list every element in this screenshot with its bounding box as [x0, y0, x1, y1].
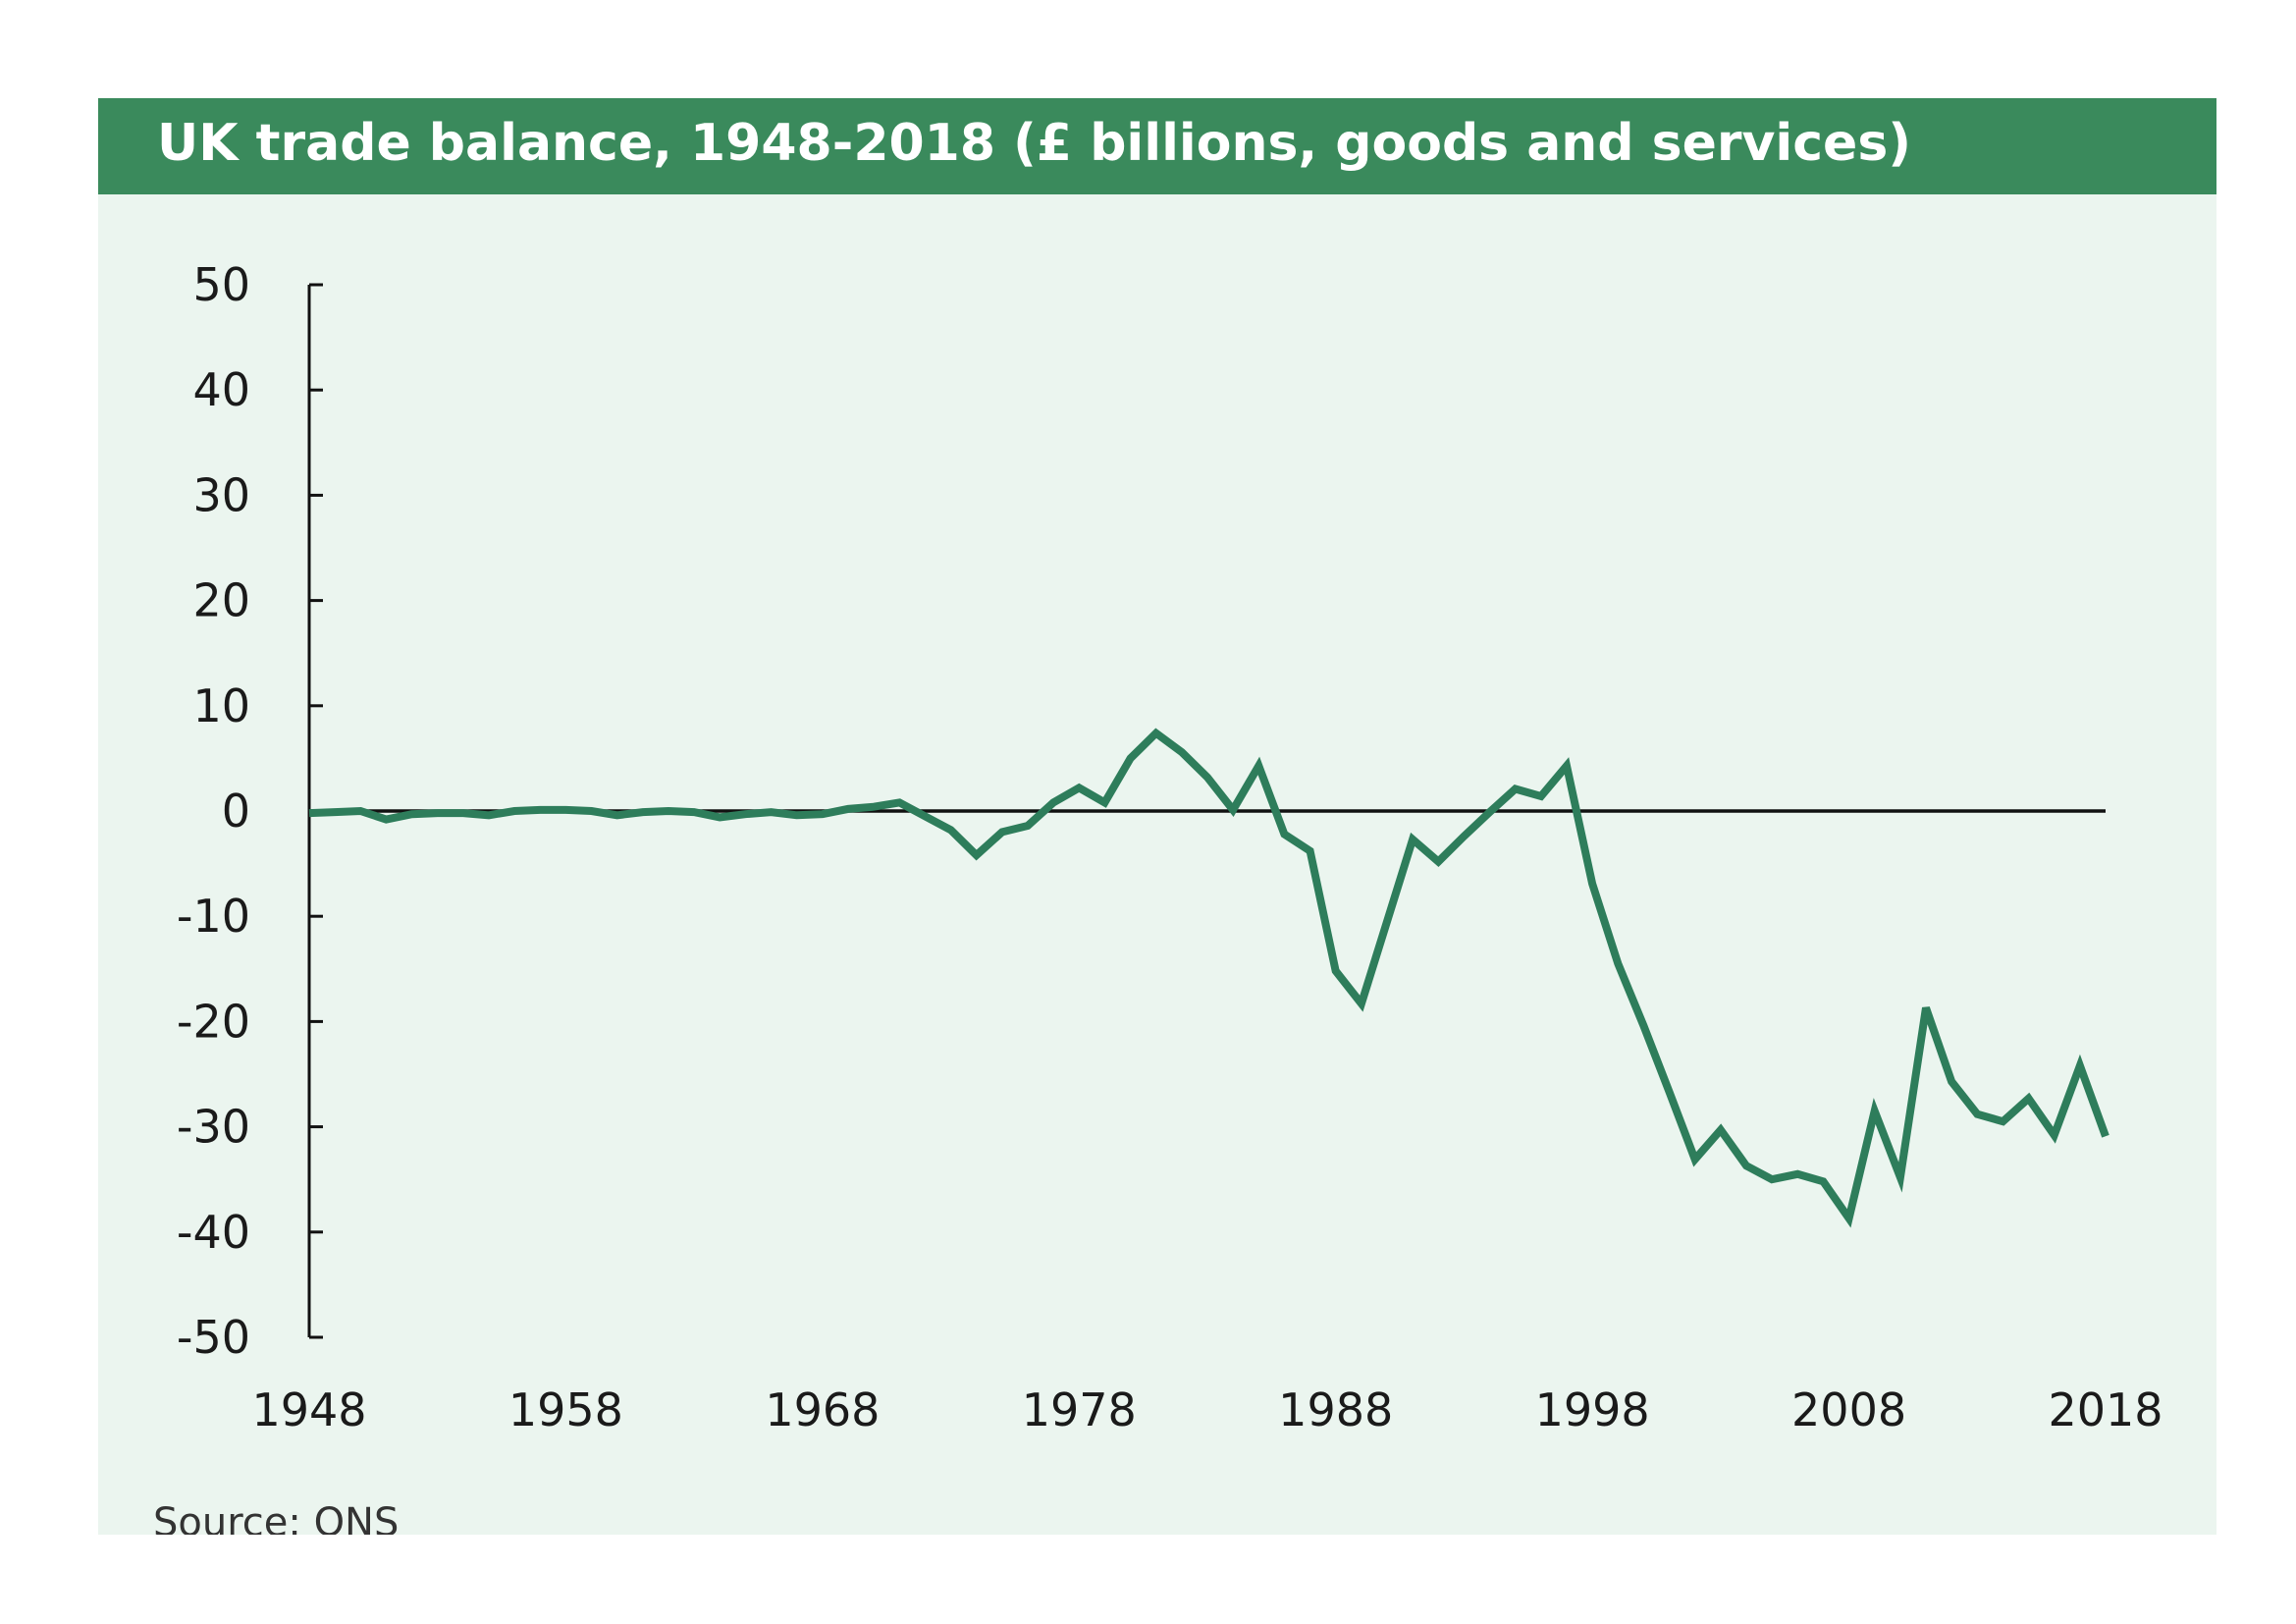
- y-tick-label: -40: [177, 1206, 250, 1259]
- y-tick-label: 40: [192, 363, 250, 416]
- y-tick-label: -30: [177, 1101, 250, 1154]
- y-tick-label: 20: [192, 574, 250, 627]
- x-tick-label: 1968: [765, 1383, 880, 1436]
- source-note: Source: ONS: [153, 1500, 400, 1535]
- x-tick-label: 1978: [1022, 1383, 1137, 1436]
- y-tick-label: 50: [192, 258, 250, 311]
- y-tick-label: 30: [192, 468, 250, 521]
- chart-panel: 50 40 30 20 10 0 -10 -20 -30 -40 -50 1948 1958 1968 19…: [98, 98, 2216, 1535]
- y-tick-label: 10: [192, 679, 250, 732]
- x-tick-label: 1948: [251, 1383, 366, 1436]
- x-tick-label: 1958: [508, 1383, 623, 1436]
- x-tick-label: 2008: [1791, 1383, 1906, 1436]
- x-tick-label: 2018: [2048, 1383, 2163, 1436]
- chart-title: UK trade balance, 1948-2018 (£ billions,…: [157, 114, 1912, 173]
- y-tick-label: -10: [177, 890, 250, 943]
- x-tick-label: 1998: [1535, 1383, 1650, 1436]
- y-tick-label: -20: [177, 995, 250, 1048]
- trade-balance-line: [308, 728, 2109, 1228]
- x-tick-label: 1988: [1278, 1383, 1393, 1436]
- title-bar: UK trade balance, 1948-2018 (£ billions,…: [98, 98, 2216, 194]
- y-tick-label: 0: [222, 785, 250, 838]
- y-tick-label: -50: [177, 1311, 250, 1364]
